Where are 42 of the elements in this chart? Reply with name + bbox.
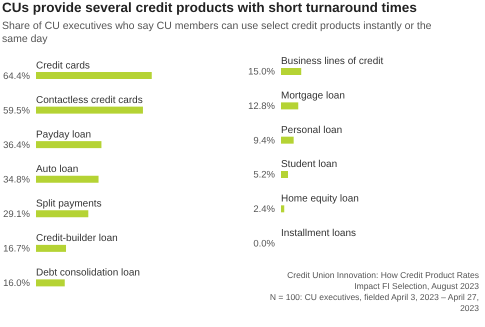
- y-tick-label: Debt consolidation loan: [36, 268, 140, 279]
- data-label: 5.2%: [253, 170, 276, 181]
- data-label: 12.8%: [248, 101, 276, 112]
- data-label: 59.5%: [3, 105, 31, 116]
- text: Share of CU executives who say CU members can use select credit products instantly or the same day: [2, 20, 433, 46]
- bar: [36, 72, 152, 79]
- text: N = 100: CU executives, fielded April 3, 2023 – April 27, 2023: [268, 292, 479, 314]
- y-tick-label: Auto loan: [36, 164, 78, 175]
- y-tick-label: Student loan: [281, 159, 338, 170]
- y-tick-label: Contactless credit cards: [36, 94, 143, 106]
- y-tick-label: Personal loan: [281, 124, 342, 136]
- data-label: 36.4%: [3, 140, 31, 151]
- text: Credit Union Innovation: How Credit Product Rates Impact FI Selection, August 2023: [286, 270, 479, 292]
- bar: [281, 171, 288, 178]
- bar: [281, 205, 284, 212]
- data-label: 9.4%: [253, 135, 276, 146]
- text: CUs provide several credit products with short turnaround times: [2, 0, 417, 15]
- data-label: 64.4%: [3, 70, 31, 82]
- bar: [36, 106, 143, 114]
- y-tick-label: Installment loans: [281, 228, 356, 239]
- data-label: 15.0%: [248, 66, 276, 78]
- data-label: 16.7%: [3, 244, 31, 255]
- y-tick-label: Home equity loan: [281, 194, 359, 204]
- data-label: 0.0%: [253, 238, 276, 250]
- data-label: 2.4%: [253, 204, 276, 215]
- y-tick-label: Split payments: [36, 198, 102, 210]
- y-tick-label: Mortgage loan: [281, 90, 345, 102]
- y-tick-label: Credit-builder loan: [36, 233, 118, 244]
- bar: [281, 136, 294, 144]
- bar: [36, 176, 99, 183]
- y-tick-label: Payday loan: [36, 129, 92, 140]
- y-tick-label: Business lines of credit: [281, 56, 384, 68]
- bar: [36, 210, 88, 218]
- data-label: 29.1%: [3, 209, 31, 220]
- bar: [36, 244, 66, 252]
- bar: [281, 68, 302, 75]
- bar: [36, 141, 102, 148]
- bar: [281, 102, 298, 110]
- y-tick-label: Credit cards: [36, 60, 90, 72]
- data-label: 34.8%: [3, 174, 31, 186]
- bar: [36, 279, 65, 286]
- data-label: 16.0%: [3, 278, 31, 290]
